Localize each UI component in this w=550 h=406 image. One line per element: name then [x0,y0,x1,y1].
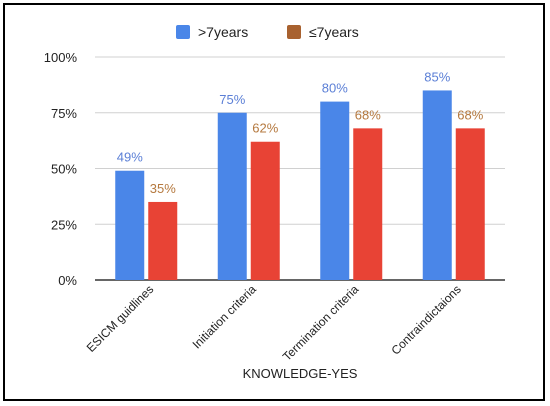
bar-1-4 [422,90,452,280]
bar-2-3 [353,128,383,280]
legend-label-series-1: >7years [198,24,248,40]
legend-swatch-series-1 [176,25,190,39]
x-tick-label: Contraindictaions [388,282,463,357]
bar-1-1 [115,170,145,280]
y-tick-label: 100% [44,50,78,65]
legend-label-series-2: ≤7years [309,24,359,40]
data-label: 80% [322,81,348,96]
x-tick-label: Initiation criteria [190,282,260,352]
bars [115,90,485,280]
data-label: 85% [424,69,450,84]
x-tick-label: ESICM guidlines [84,282,157,355]
bar-1-3 [320,101,350,280]
x-axis-ticks: ESICM guidlines Initiation criteria Termin… [84,282,464,364]
y-tick-label: 25% [51,217,77,232]
legend: >7years ≤7years [176,24,359,40]
x-tick-label: Termination criteria [280,282,362,364]
data-label: 49% [117,150,143,165]
data-label: 68% [355,107,381,122]
x-axis-title: KNOWLEDGE-YES [243,366,358,381]
bar-2-4 [455,128,485,280]
data-labels: 49% 35% 75% 62% 80% 68% 85% 68% [117,69,484,196]
y-axis-ticks: 0% 25% 50% 75% 100% [44,50,78,288]
bar-1-2 [217,112,247,280]
data-label: 68% [457,107,483,122]
y-tick-label: 50% [51,162,77,177]
y-tick-label: 0% [58,273,77,288]
data-label: 75% [219,92,245,107]
data-label: 62% [252,121,278,136]
bar-2-2 [250,141,280,280]
bar-2-1 [148,201,178,280]
legend-swatch-series-2 [287,25,301,39]
data-label: 35% [150,181,176,196]
y-tick-label: 75% [51,106,77,121]
